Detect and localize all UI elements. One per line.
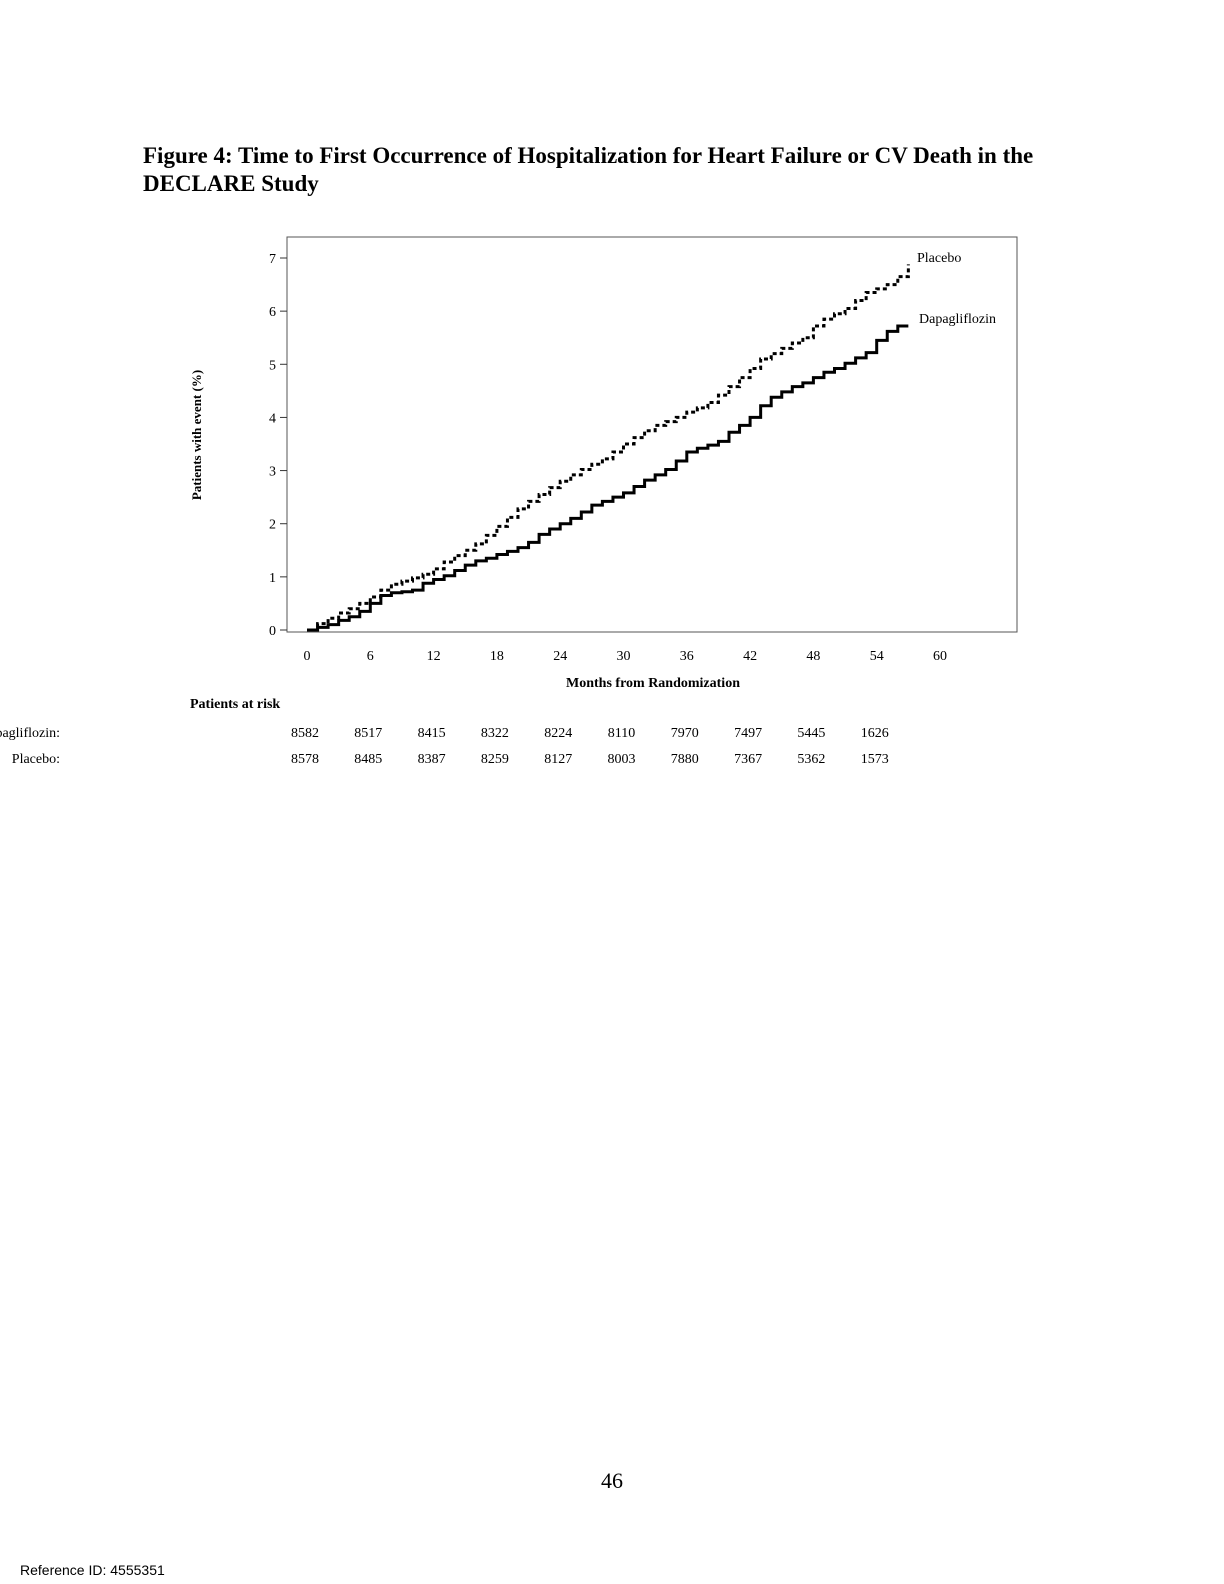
y-tick-label: 4 — [269, 411, 276, 426]
y-tick-label: 1 — [269, 571, 276, 586]
risk-cell: 1573 — [860, 752, 889, 767]
risk-cell: 7880 — [670, 752, 699, 767]
x-tick-label: 48 — [806, 649, 820, 664]
series-line-dapagliflozin — [307, 324, 909, 632]
x-tick-label: 6 — [367, 649, 374, 664]
x-axis-label: Months from Randomization — [566, 676, 740, 691]
y-tick-label: 0 — [269, 624, 276, 639]
risk-cell: 8003 — [607, 752, 636, 767]
y-tick-label: 5 — [269, 358, 276, 373]
risk-cell: 8578 — [291, 752, 319, 767]
risk-cell: 8415 — [417, 726, 446, 741]
risk-cell: 5362 — [797, 752, 826, 767]
y-tick-label: 6 — [269, 305, 276, 320]
risk-cell: 8127 — [544, 752, 573, 767]
x-tick-label: 60 — [933, 649, 947, 664]
x-tick-label: 18 — [490, 649, 504, 664]
figure-title: Figure 4: Time to First Occurrence of Ho… — [143, 143, 1034, 196]
reference-id: Reference ID: 4555351 — [20, 1562, 165, 1578]
plot-frame — [286, 236, 1018, 633]
x-tick-label: 0 — [304, 649, 311, 664]
x-tick-label: 30 — [617, 649, 631, 664]
x-tick-label: 42 — [743, 649, 757, 664]
risk-cell: 7367 — [734, 752, 763, 767]
x-tick-label: 36 — [680, 649, 694, 664]
x-tick-label: 54 — [870, 649, 884, 664]
risk-row-label: Placebo: — [11, 752, 60, 767]
y-tick-label: 3 — [269, 465, 276, 480]
risk-cell: 8387 — [417, 752, 446, 767]
risk-cell: 8224 — [544, 726, 573, 741]
risk-row: Placebo: 8578 8485 8387 8259 8127 8003 7880 7367… — [0, 752, 1000, 772]
y-tick-label: 2 — [269, 518, 276, 533]
risk-cell: 8517 — [354, 726, 383, 741]
risk-row-label: Dapagliflozin: — [0, 726, 60, 741]
risk-table-heading: Patients at risk — [190, 697, 281, 712]
x-tick-label: 12 — [427, 649, 441, 664]
risk-cell: 8485 — [354, 752, 383, 767]
risk-cell: 7970 — [670, 726, 699, 741]
page-number: 46 — [601, 1468, 623, 1493]
risk-cell: 8322 — [480, 726, 509, 741]
y-tick-label: 7 — [269, 252, 276, 267]
risk-cell: 1626 — [860, 726, 889, 741]
risk-cell: 8110 — [607, 726, 636, 741]
risk-cell: 5445 — [797, 726, 826, 741]
risk-cell: 8582 — [291, 726, 319, 741]
x-tick-label: 24 — [553, 649, 567, 664]
series-line-placebo — [307, 264, 910, 632]
series-label-dapagliflozin: Dapagliflozin — [919, 312, 996, 327]
risk-cell: 7497 — [734, 726, 763, 741]
risk-cell: 8259 — [480, 752, 509, 767]
series-label-placebo: Placebo — [917, 251, 961, 266]
risk-row: Dapagliflozin: 8582 8517 8415 8322 8224 8110 79… — [0, 726, 1000, 746]
y-axis-label: Patients with event (%) — [189, 370, 204, 500]
